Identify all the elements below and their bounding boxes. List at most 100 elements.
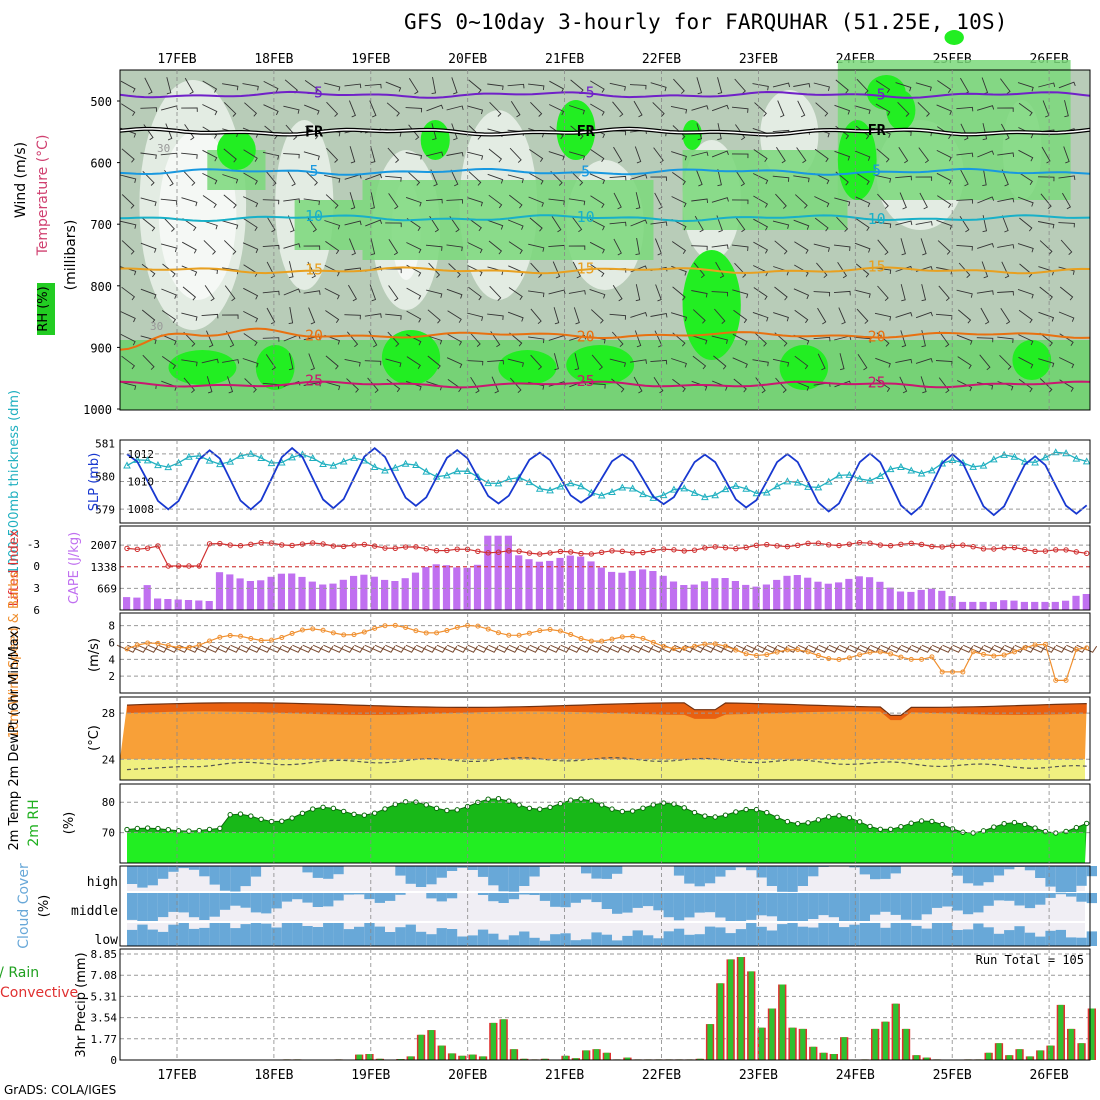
wind-barb	[140, 152, 157, 160]
cloud-high-bar	[333, 866, 344, 875]
rh-contour-label: 30	[150, 320, 163, 333]
cloud-low-bar	[560, 933, 571, 946]
rh-point	[691, 809, 698, 816]
wind-barb	[487, 83, 504, 91]
wind-barb	[166, 77, 172, 95]
wind-barb	[467, 242, 483, 254]
surface-wind-barb	[1035, 644, 1056, 653]
wind-barb	[1019, 217, 1033, 232]
wind-barb	[364, 83, 382, 89]
wind-barb	[752, 311, 769, 322]
wind-barb	[120, 174, 137, 184]
cloud-middle-bar	[715, 893, 726, 918]
cloud-middle-bar	[188, 893, 200, 918]
wind-barb	[693, 262, 705, 279]
wind-speed-point	[795, 647, 801, 653]
wind-barb	[731, 106, 749, 113]
li-point	[196, 563, 202, 569]
wind-speed-point	[568, 632, 574, 638]
wind-speed-point	[392, 622, 398, 628]
wind-barb	[407, 171, 421, 186]
thickness-point	[463, 467, 472, 475]
wind-barb	[324, 381, 341, 391]
wind-barb	[161, 288, 177, 299]
wind-speed-point	[588, 638, 594, 644]
thickness-point	[907, 466, 916, 474]
li-point	[330, 543, 337, 549]
cloud-middle-bar	[993, 893, 1005, 901]
wind-barb	[466, 312, 484, 322]
wind-barb	[980, 307, 990, 325]
wind-barb	[370, 238, 376, 256]
cape-bar	[1072, 595, 1080, 610]
li-tick-label: 6	[33, 604, 40, 617]
wind-barb	[489, 285, 502, 301]
wind-speed-point	[960, 669, 966, 675]
thickness-line	[126, 451, 1087, 499]
surface-wind-barb	[735, 644, 757, 653]
cloud-high-bar	[127, 866, 138, 884]
wind-barb	[1038, 358, 1055, 368]
cloud-low-bar	[797, 926, 808, 946]
wind-barb	[794, 264, 809, 277]
cape-bar	[484, 535, 492, 610]
precip-rain-bar	[769, 1008, 775, 1060]
wind-speed-point	[578, 636, 584, 642]
cloud-low-bar	[312, 927, 323, 946]
wind-barb	[589, 218, 605, 231]
wind-barb	[262, 244, 280, 250]
surface-wind-barb	[147, 644, 169, 653]
wind-barb	[1017, 288, 1034, 299]
cape-bar	[174, 599, 182, 610]
li-point	[877, 542, 883, 548]
wind-barb	[307, 261, 316, 279]
wind-barb	[446, 151, 464, 157]
precip-rain-bar	[882, 1021, 889, 1060]
temperature-contour-label: FR	[305, 123, 324, 141]
thickness-point	[391, 463, 400, 471]
thickness-point	[1010, 452, 1019, 460]
wind-barb	[528, 290, 545, 298]
cloud-low-bar	[292, 923, 303, 946]
wind-barb	[181, 359, 198, 367]
wind-barb	[303, 245, 321, 250]
pressure-axis-label: (millibars)	[63, 220, 79, 291]
cloud-low-bar	[178, 923, 189, 946]
surface-wind-barb	[901, 644, 922, 653]
li-point	[598, 549, 605, 555]
surface-wind-barb	[849, 644, 871, 653]
cloud-high-bar	[457, 866, 468, 868]
thickness-point	[680, 484, 689, 492]
li-point	[526, 550, 533, 556]
wind-barb	[305, 171, 318, 186]
cloud-middle-bar	[446, 893, 458, 899]
cloud-middle-bar	[508, 893, 520, 900]
cloud-high-bar	[477, 866, 489, 877]
cloud-high-bar	[508, 866, 520, 892]
wind-barb	[430, 169, 438, 187]
wind-barb	[1018, 149, 1034, 162]
cloud-low-label: low	[95, 933, 119, 948]
wind-speed-point	[495, 630, 501, 636]
thickness-point	[711, 491, 720, 499]
wind-barb	[732, 357, 748, 369]
wind-barb	[774, 332, 788, 347]
panel-frame	[119, 612, 1091, 694]
thickness-point	[515, 473, 523, 481]
wind-barb	[691, 335, 708, 345]
rh-point	[918, 818, 925, 824]
wind-speed-point	[361, 629, 367, 635]
wind-speed-point	[258, 637, 264, 643]
rh-point	[908, 820, 914, 826]
wind-barb	[508, 287, 523, 301]
wind-barb	[813, 291, 831, 297]
rh-point	[547, 804, 553, 810]
wind-barb	[817, 307, 827, 325]
cloud-middle-bar	[261, 893, 272, 914]
cloud-high-bar	[1066, 866, 1077, 892]
wind-barb	[568, 290, 586, 295]
cloud-high-bar	[612, 866, 623, 874]
wind-barb	[225, 330, 235, 348]
surface-wind-barb	[467, 644, 489, 653]
cape-bar	[288, 573, 296, 610]
